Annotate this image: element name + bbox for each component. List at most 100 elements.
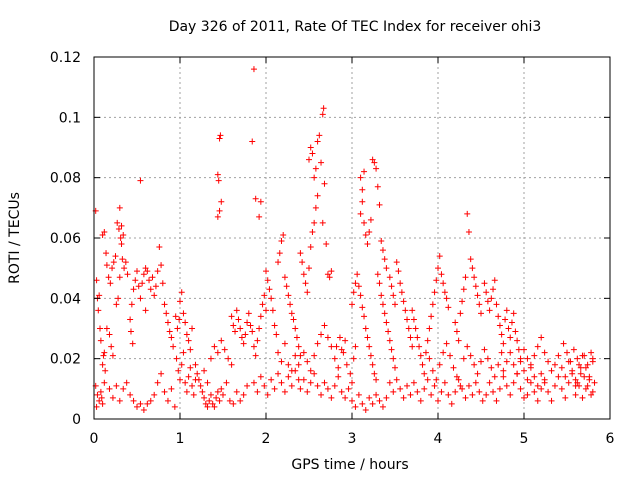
data-point xyxy=(106,385,113,392)
data-point xyxy=(452,388,459,395)
data-point xyxy=(123,379,130,386)
data-point xyxy=(119,256,126,263)
data-point xyxy=(416,343,423,350)
data-point xyxy=(180,349,187,356)
data-point xyxy=(99,400,106,407)
data-point xyxy=(448,400,455,407)
data-point xyxy=(500,367,507,374)
data-point xyxy=(478,310,484,317)
data-point xyxy=(428,391,435,398)
chart-title: Day 326 of 2011, Rate Of TEC Index for r… xyxy=(169,19,542,35)
data-point xyxy=(302,280,309,287)
data-point xyxy=(240,391,247,398)
data-point xyxy=(433,277,440,284)
data-point xyxy=(355,283,362,290)
data-point xyxy=(256,325,263,332)
data-point xyxy=(314,340,321,347)
data-point xyxy=(273,331,280,338)
data-point xyxy=(361,219,368,226)
data-point xyxy=(319,219,326,226)
data-point xyxy=(261,382,268,389)
data-point xyxy=(457,310,464,317)
data-point xyxy=(257,198,264,205)
data-point xyxy=(140,406,147,413)
x-axis-label: GPS time / hours xyxy=(291,457,408,473)
data-point xyxy=(214,171,221,178)
data-point xyxy=(369,400,376,407)
data-point xyxy=(137,177,144,184)
data-point xyxy=(589,355,596,362)
data-point xyxy=(359,304,366,311)
data-point xyxy=(538,385,545,392)
data-point xyxy=(117,235,124,241)
data-point xyxy=(232,328,239,335)
data-point xyxy=(521,346,527,353)
data-point xyxy=(436,361,443,368)
data-point xyxy=(464,343,471,350)
data-point xyxy=(453,373,460,380)
data-point xyxy=(462,394,469,401)
data-point xyxy=(390,355,397,362)
data-point xyxy=(163,310,170,317)
data-point xyxy=(538,334,545,341)
data-point xyxy=(321,180,328,187)
data-point xyxy=(109,394,116,401)
data-point xyxy=(320,105,327,112)
data-point xyxy=(207,391,214,398)
x-tick-label: 6 xyxy=(606,431,615,447)
data-point xyxy=(237,325,244,332)
data-point xyxy=(177,298,183,305)
data-point xyxy=(440,280,447,287)
data-point xyxy=(218,385,225,392)
data-point xyxy=(431,382,438,389)
data-point xyxy=(312,204,319,211)
data-point xyxy=(261,292,268,299)
data-point xyxy=(211,343,218,350)
data-point xyxy=(115,225,122,232)
data-point xyxy=(256,213,263,220)
data-point xyxy=(500,340,507,347)
data-point xyxy=(558,364,565,371)
data-point xyxy=(584,382,591,389)
data-point xyxy=(524,391,531,398)
data-point xyxy=(275,259,282,266)
data-point xyxy=(178,289,185,296)
data-point xyxy=(582,385,589,392)
data-point xyxy=(335,364,342,371)
data-point xyxy=(158,370,165,377)
data-point xyxy=(381,256,388,263)
data-point xyxy=(383,265,390,272)
data-point xyxy=(226,397,233,404)
data-point xyxy=(373,376,380,383)
data-point xyxy=(478,358,484,365)
data-point xyxy=(183,331,190,338)
data-point xyxy=(352,280,359,287)
data-point xyxy=(379,247,386,254)
data-point xyxy=(457,382,464,389)
data-point xyxy=(565,379,572,386)
data-point xyxy=(292,352,299,359)
data-point xyxy=(421,370,428,377)
data-point xyxy=(491,373,498,380)
data-point xyxy=(324,385,331,392)
data-point xyxy=(312,165,319,172)
y-tick-label: 0.06 xyxy=(50,231,81,247)
data-point xyxy=(357,174,364,181)
data-point xyxy=(295,376,302,383)
data-point xyxy=(237,397,244,404)
data-point xyxy=(395,268,402,275)
data-point xyxy=(361,168,368,175)
data-point xyxy=(517,358,524,365)
data-point xyxy=(495,313,502,320)
data-point xyxy=(467,352,474,359)
data-point xyxy=(362,325,369,332)
data-point xyxy=(285,361,292,368)
y-tick-label: 0.02 xyxy=(50,352,81,368)
data-point xyxy=(235,316,242,323)
data-point xyxy=(318,391,325,398)
data-point xyxy=(275,370,282,377)
data-point xyxy=(170,343,177,350)
data-point xyxy=(295,343,302,350)
data-point xyxy=(225,355,232,362)
data-point xyxy=(113,382,120,389)
